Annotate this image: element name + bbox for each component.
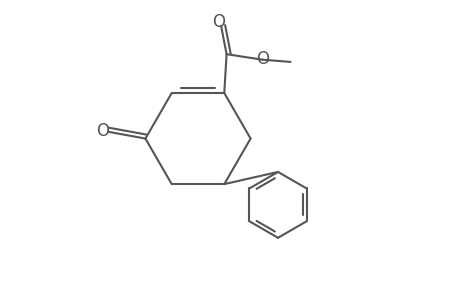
Text: O: O (212, 13, 225, 31)
Text: O: O (96, 122, 109, 140)
Text: O: O (255, 50, 268, 68)
